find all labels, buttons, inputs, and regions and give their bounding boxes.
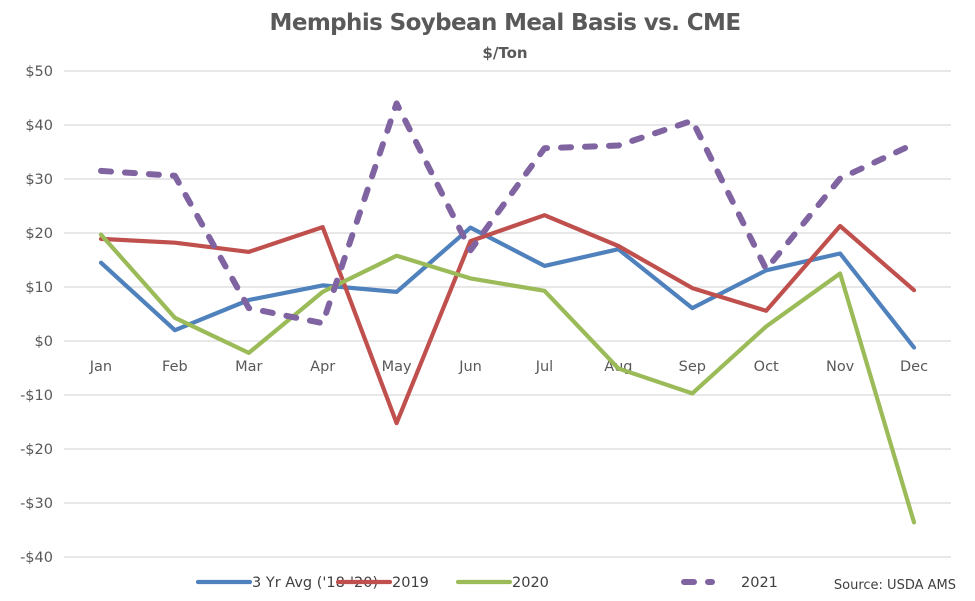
y-tick-label: -$40 [20, 550, 53, 566]
series-lines [98, 100, 917, 525]
legend-label: 2021 [741, 575, 778, 591]
source-note: Source: USDA AMS [834, 578, 956, 593]
chart-subtitle: $/Ton [482, 44, 527, 62]
y-tick-label: $20 [25, 226, 53, 242]
x-tick-label: Jan [89, 359, 112, 375]
y-tick-label: $30 [25, 172, 53, 188]
chart-title: Memphis Soybean Meal Basis vs. CME [270, 10, 741, 36]
y-tick-label: $40 [25, 118, 53, 134]
y-tick-label: -$10 [20, 388, 53, 404]
x-tick-label: May [382, 359, 412, 375]
y-tick-label: $10 [25, 280, 53, 296]
series-line-2020 [98, 232, 917, 525]
y-tick-label: -$30 [20, 496, 53, 512]
x-tick-label: Mar [235, 359, 262, 375]
x-tick-label: Jun [458, 359, 482, 375]
gridlines [64, 70, 951, 558]
y-tick-label: $50 [25, 64, 53, 80]
x-tick-label: Jul [535, 359, 554, 375]
x-tick-label: Feb [162, 359, 188, 375]
y-tick-label: $0 [35, 334, 53, 350]
x-tick-label: Dec [900, 359, 928, 375]
legend-label: 2020 [512, 575, 549, 591]
series-line-3-yr-avg-18-20 [98, 225, 917, 350]
x-tick-label: Nov [826, 359, 855, 375]
series-line-2021 [98, 100, 917, 327]
legend-label: 3 Yr Avg ('18-'20) [252, 575, 378, 591]
x-tick-label: Oct [754, 359, 779, 375]
x-tick-label: Apr [310, 359, 335, 375]
legend: 3 Yr Avg ('18-'20) 2019 2020 2021 [195, 575, 778, 591]
y-axis-ticks: $50 $40 $30 $20 $10 $0 -$10 -$20 -$30 -$40 [20, 64, 53, 566]
y-tick-label: -$20 [20, 442, 53, 458]
x-tick-label: Sep [679, 359, 706, 375]
legend-label: 2019 [392, 575, 429, 591]
series-line-2019 [98, 213, 917, 426]
